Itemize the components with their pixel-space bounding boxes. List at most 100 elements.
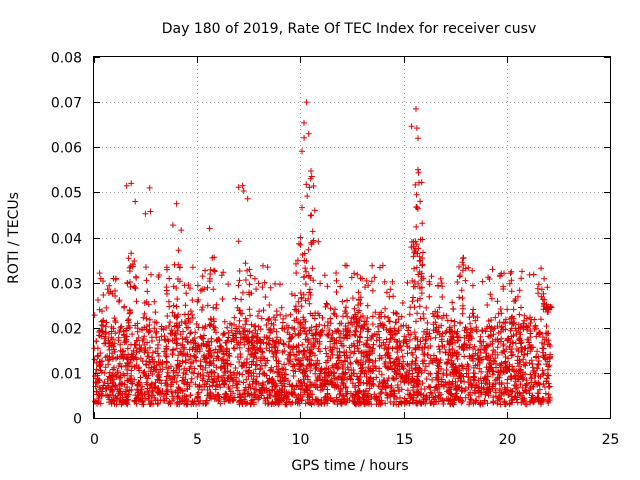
data-point [289, 363, 296, 370]
data-point [390, 375, 397, 382]
data-point [458, 371, 465, 378]
data-point [226, 397, 233, 404]
data-point [380, 324, 387, 331]
data-point [96, 270, 103, 277]
data-point [360, 341, 367, 348]
data-point [344, 376, 350, 383]
data-point [102, 329, 109, 336]
data-point [124, 377, 131, 384]
data-point [458, 287, 465, 294]
data-point [468, 396, 475, 403]
data-point [250, 354, 257, 361]
data-point [356, 317, 363, 324]
data-point [482, 374, 489, 381]
data-point [184, 379, 191, 386]
data-point [524, 324, 531, 331]
data-point [264, 401, 271, 407]
data-point [184, 386, 191, 393]
data-point [506, 361, 513, 368]
data-point [149, 359, 156, 365]
data-point [172, 330, 179, 337]
data-point [239, 371, 246, 378]
data-point [482, 391, 489, 398]
data-point [357, 294, 364, 301]
data-point [266, 389, 273, 395]
data-point [448, 337, 455, 344]
data-point [132, 397, 139, 404]
data-point [449, 346, 456, 352]
data-point [365, 390, 372, 397]
data-point [305, 130, 312, 137]
data-point [182, 320, 189, 327]
data-point [484, 324, 491, 330]
data-point [308, 401, 315, 408]
x-tick-label: 10 [292, 432, 310, 448]
data-point [524, 350, 531, 357]
data-point [218, 363, 224, 370]
data-point [376, 368, 383, 375]
data-point [425, 383, 432, 390]
data-point [204, 284, 211, 291]
data-point [470, 352, 477, 359]
data-point [213, 301, 220, 308]
data-point [101, 335, 108, 342]
data-point [541, 397, 547, 404]
data-point [306, 379, 313, 385]
x-tick-label: 20 [499, 432, 517, 448]
data-point [395, 316, 402, 323]
data-point [253, 386, 260, 393]
data-point [541, 384, 548, 390]
data-point [257, 365, 264, 372]
data-point [414, 204, 420, 211]
data-point [395, 356, 401, 363]
data-point [496, 319, 503, 326]
data-point [275, 358, 282, 365]
data-point [187, 285, 193, 292]
data-point [533, 365, 540, 372]
data-point [124, 325, 131, 332]
data-point [99, 328, 106, 335]
data-point [101, 379, 108, 385]
data-point [432, 393, 439, 400]
data-point [307, 367, 314, 374]
data-point [484, 369, 491, 375]
data-point [544, 284, 551, 291]
data-point [291, 306, 298, 313]
data-point [514, 293, 521, 300]
data-point [365, 364, 372, 371]
data-point [258, 315, 265, 322]
data-point [411, 304, 418, 311]
data-point [391, 387, 397, 394]
data-point [541, 336, 548, 343]
data-point [179, 388, 186, 395]
data-point [509, 388, 516, 395]
data-point [382, 305, 389, 312]
data-point [125, 255, 132, 262]
data-point [215, 373, 222, 380]
data-point [288, 291, 295, 297]
data-point [298, 361, 304, 368]
data-point [370, 341, 377, 348]
data-point [111, 376, 118, 383]
data-point [239, 363, 246, 370]
data-point [274, 347, 281, 354]
data-point [309, 228, 316, 235]
data-point [195, 384, 202, 390]
data-point [251, 391, 258, 398]
data-point [454, 356, 461, 362]
data-point [355, 289, 362, 296]
data-point [246, 306, 253, 313]
y-tick-label: 0 [73, 412, 82, 428]
data-point [378, 309, 385, 316]
data-point [100, 292, 107, 298]
data-point [420, 310, 427, 317]
data-point [527, 328, 534, 335]
data-point [413, 388, 420, 395]
data-point [510, 367, 517, 374]
data-point [259, 284, 266, 291]
data-point [304, 344, 311, 351]
data-point [301, 348, 308, 355]
data-point [175, 393, 182, 399]
data-point [143, 379, 150, 386]
data-point [511, 373, 518, 380]
